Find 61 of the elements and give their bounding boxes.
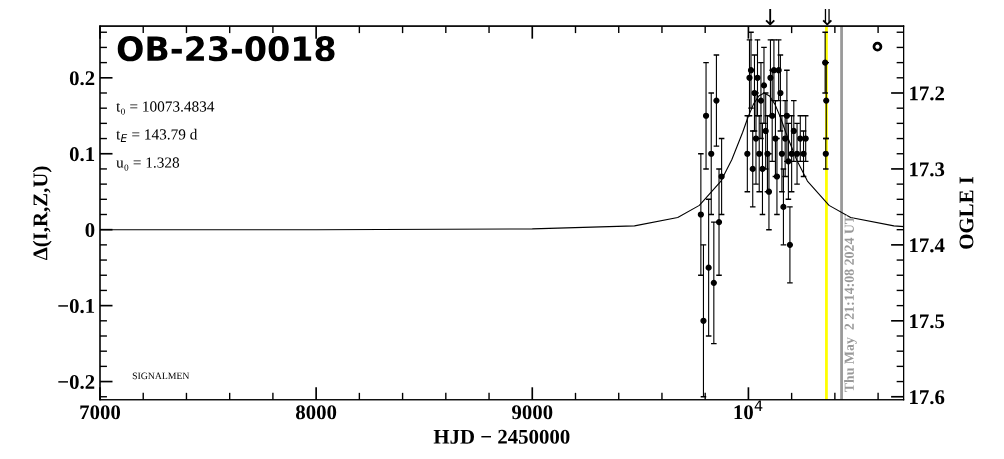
point [783,112,790,119]
annotation: t₀ = 10073.4834 [116,101,215,115]
point [697,211,704,218]
point [746,74,753,81]
y-tick-label: −0.1 [58,299,95,314]
point [800,150,807,157]
y2-tick-label: 17.3 [910,162,945,177]
point [718,173,725,180]
point [708,150,715,157]
point [713,97,720,104]
point [754,74,761,81]
point [778,150,786,157]
point [747,67,755,74]
point [775,67,782,74]
annotation: t$_{E}$ = 143.79 d [116,128,198,142]
chart-title: OB-23-0018 [117,36,335,62]
point [700,317,707,324]
point [793,150,801,157]
point [823,97,830,104]
y2-tick-label: 17.6 [910,390,945,405]
point [744,150,751,157]
y2-axis-title: OGLE I [959,176,974,249]
x-tick-label: 8000 [296,405,337,420]
point [780,203,787,211]
point [822,150,829,157]
y2-tick-label: 17.4 [910,238,945,253]
point [790,127,797,135]
point [702,112,710,119]
y-tick-label: 0.2 [69,71,95,86]
point [760,82,768,89]
point [782,135,789,142]
y-tick-label: 0 [85,223,95,238]
x-tick-label: 10$^{4}$ [734,400,763,420]
point [710,279,717,286]
point [752,135,760,142]
point [788,150,795,157]
point [749,165,756,173]
x-axis-title: HJD − 2450000 [433,429,570,444]
x-tick-label: 9000 [512,405,553,420]
y2-tick-label: 17.2 [910,86,945,101]
point [767,74,774,81]
point [872,41,883,52]
annotation: Thu May 2 21:14:08 2024 UT [844,215,857,393]
text: ↓ [765,9,775,26]
y-tick-label: 0.1 [69,147,95,162]
x-tick-label: 7000 [80,405,121,420]
point [786,241,794,248]
annotation: u₀ = 1.328 [116,157,180,171]
y2-tick-label: 17.5 [910,314,945,329]
annotation: SIGNALMEN [132,372,190,380]
point [715,218,723,226]
point [756,150,763,157]
point [777,89,784,97]
text: ⇓ [822,9,833,26]
point [757,97,765,104]
point [797,135,804,142]
point [762,127,769,135]
y-tick-label: −0.2 [58,374,95,390]
point [705,264,712,271]
y-axis-title: Δ(I,R,Z,U) [32,166,52,261]
point [759,165,766,173]
